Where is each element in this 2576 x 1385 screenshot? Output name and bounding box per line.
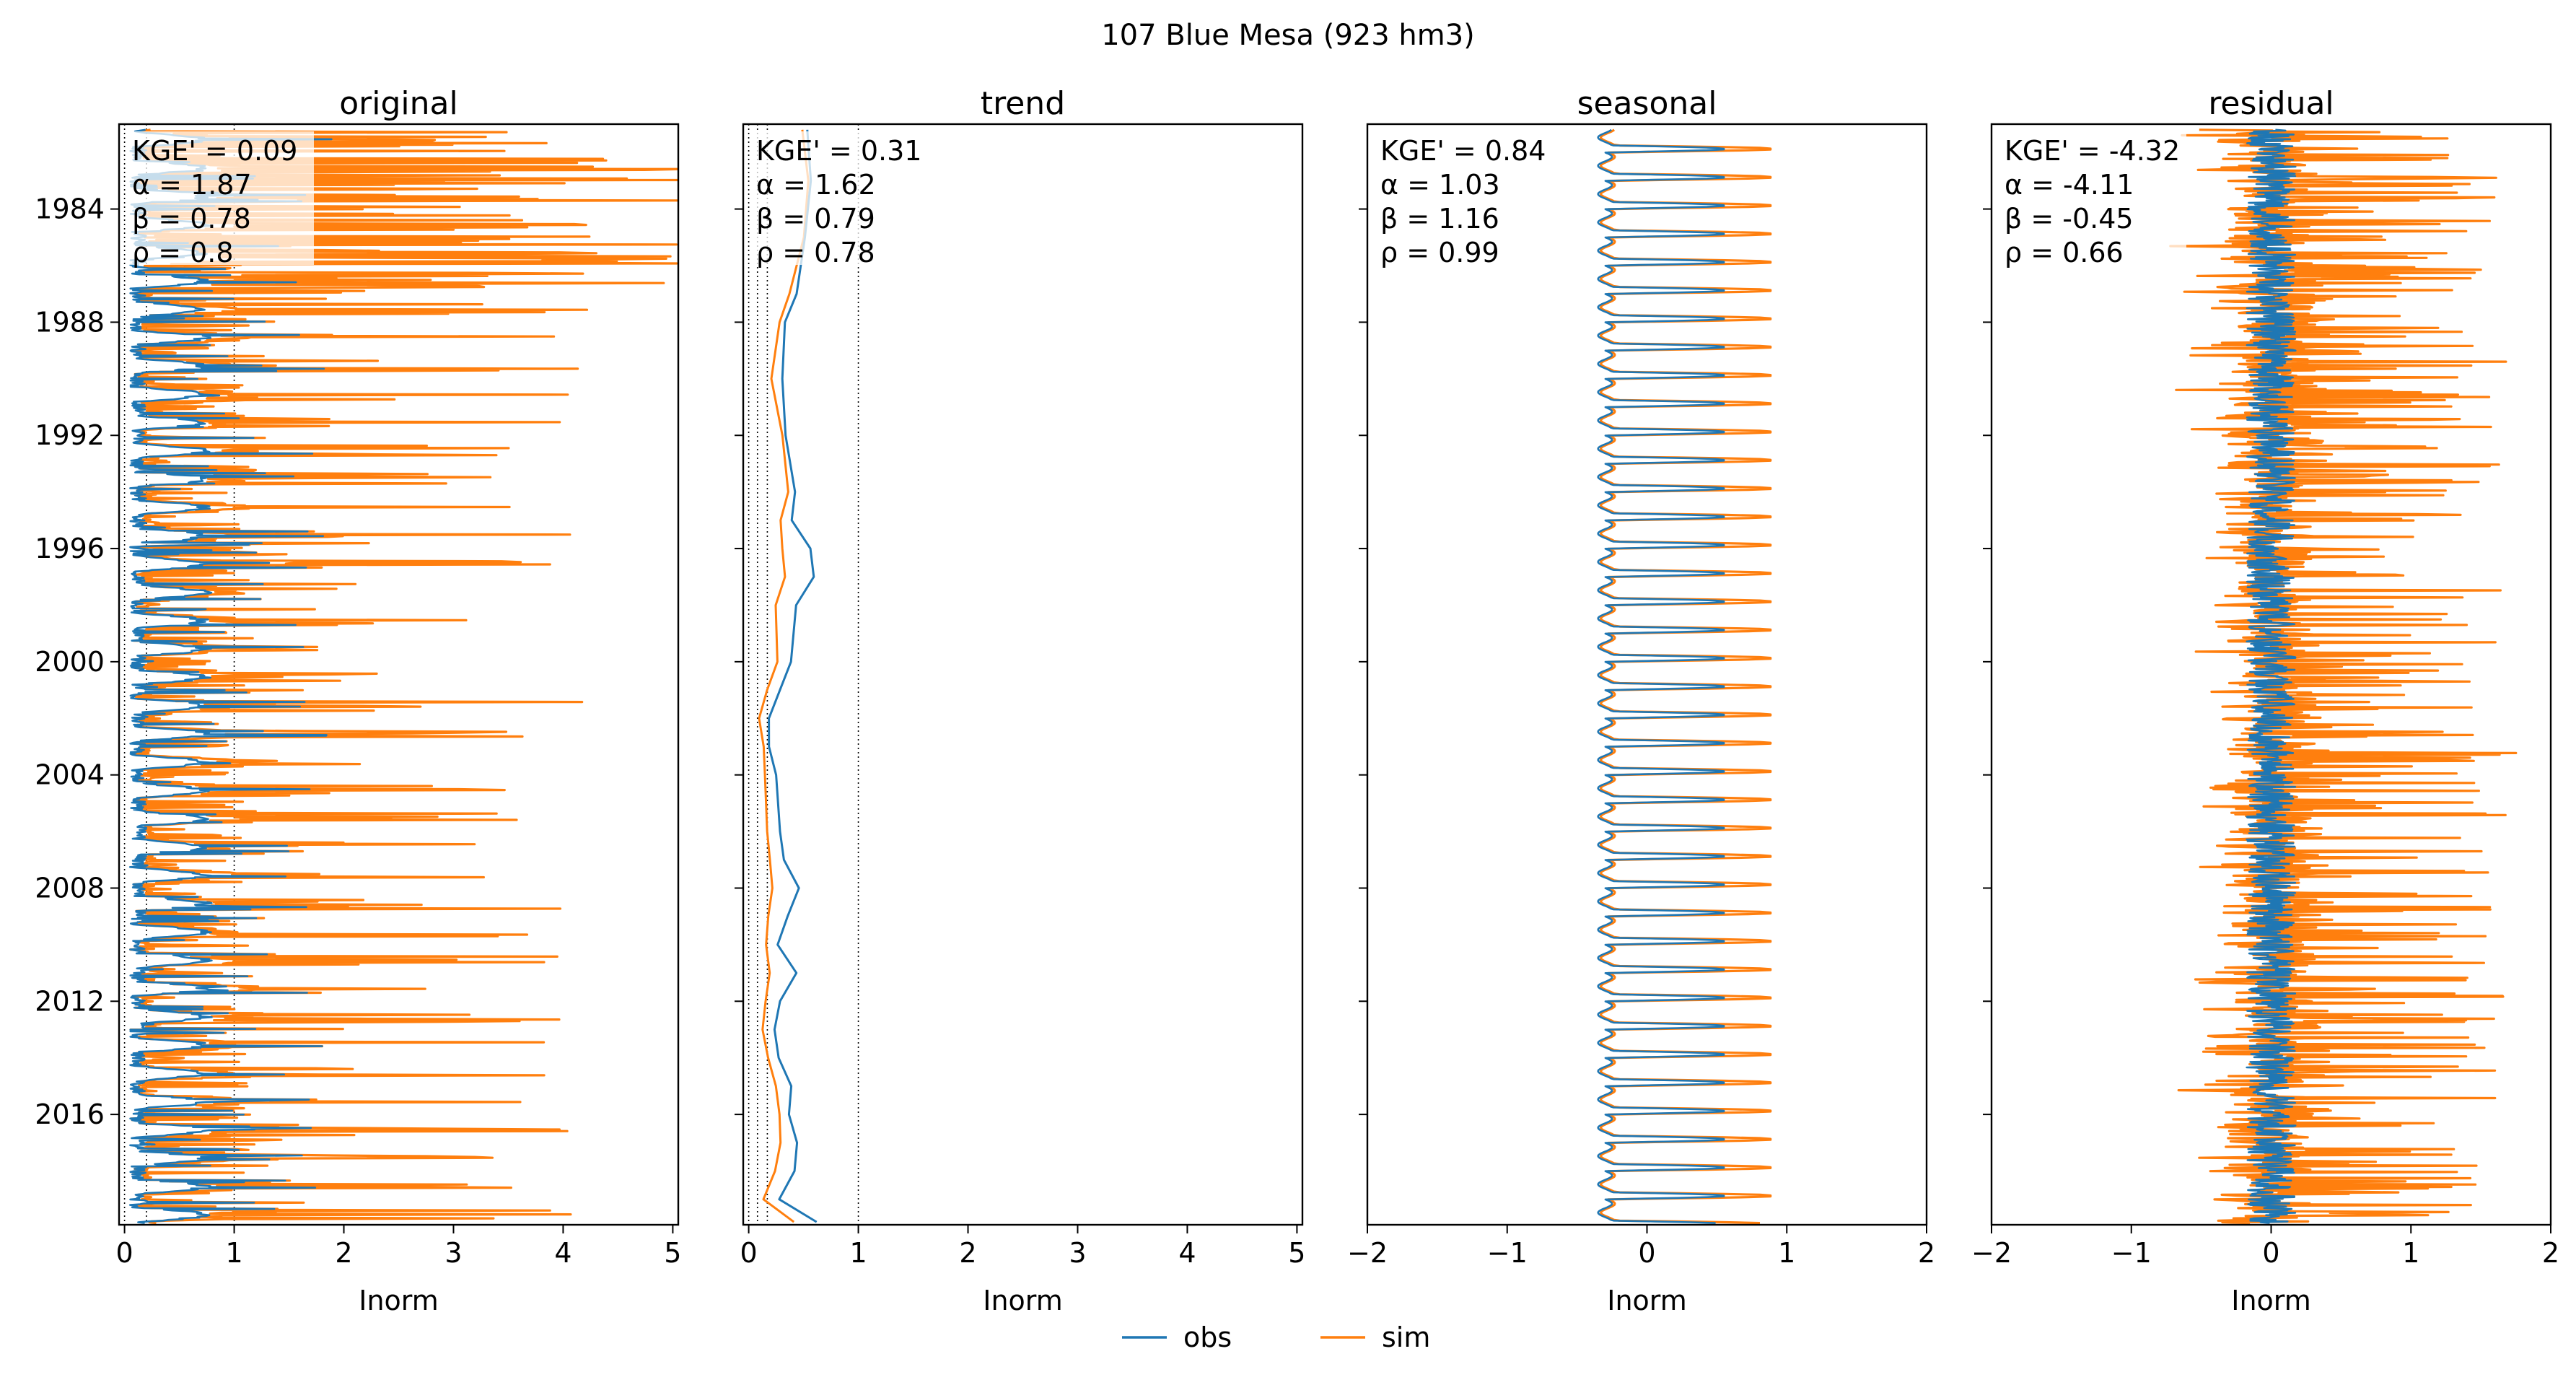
x-tick-label: 4 — [554, 1237, 571, 1269]
stats-box — [1375, 131, 1562, 265]
x-tick-label: −1 — [2111, 1237, 2152, 1269]
x-tick-label: 3 — [444, 1237, 462, 1269]
x-tick-label: 1 — [849, 1237, 867, 1269]
x-tick-label: 5 — [1288, 1237, 1305, 1269]
x-axis-label: Inorm — [2231, 1285, 2311, 1316]
stats-box — [126, 131, 314, 265]
panel-residual: residual Inorm KGE' = -4.32α = -4.11β = -0… — [1971, 85, 2559, 1316]
x-tick-label: 5 — [664, 1237, 681, 1269]
stats-box — [750, 131, 938, 265]
stat-label: α = -4.11 — [2005, 169, 2134, 201]
stats-box — [1999, 131, 2186, 265]
axes-frame — [118, 123, 680, 1226]
stat-label: KGE' = 0.31 — [756, 135, 921, 167]
stat-label: α = 1.03 — [1380, 169, 1500, 201]
y-tick-label: 1984 — [35, 193, 105, 225]
series-line-sim — [758, 129, 810, 1223]
stat-label: β = 0.79 — [756, 203, 875, 235]
x-tick-label: 1 — [225, 1237, 242, 1269]
stat-label: ρ = 0.8 — [132, 237, 234, 268]
stat-label: β = 0.78 — [132, 203, 251, 235]
stat-label: α = 1.62 — [756, 169, 876, 201]
x-tick-label: 2 — [2542, 1237, 2559, 1269]
x-axis-label: Inorm — [983, 1285, 1063, 1316]
series-line-obs — [2246, 128, 2297, 1224]
x-tick-label: −2 — [1971, 1237, 2012, 1269]
y-tick-label: 1992 — [35, 419, 105, 451]
series-line-sim — [2169, 128, 2518, 1225]
plot-area — [748, 124, 859, 1225]
y-tick-label: 2004 — [35, 759, 105, 791]
x-tick-label: 0 — [1638, 1237, 1655, 1269]
x-tick-label: −2 — [1347, 1237, 1388, 1269]
y-tick-label: 2012 — [35, 985, 105, 1017]
series-line-sim — [129, 128, 678, 1225]
y-tick-label: 1988 — [35, 306, 105, 338]
panel-title: trend — [981, 85, 1065, 122]
x-tick-label: 0 — [740, 1237, 758, 1269]
plot-area — [1597, 128, 1772, 1225]
x-tick-label: 3 — [1069, 1237, 1086, 1269]
y-tick-label: 1996 — [35, 533, 105, 564]
plot-area — [2169, 128, 2518, 1225]
x-tick-label: 4 — [1178, 1237, 1196, 1269]
x-tick-label: 1 — [2402, 1237, 2419, 1269]
panel-seasonal: seasonal Inorm KGE' = 0.84α = 1.03β = 1.16… — [1347, 85, 1935, 1316]
panel-title: residual — [2208, 85, 2334, 122]
x-tick-label: 0 — [2262, 1237, 2279, 1269]
panel-trend: trend Inorm KGE' = 0.31α = 1.62β = 0.79ρ =… — [735, 85, 1305, 1316]
stat-label: KGE' = 0.09 — [132, 135, 297, 167]
legend-label-obs: obs — [1183, 1321, 1232, 1353]
stat-label: ρ = 0.78 — [756, 237, 875, 268]
figure-suptitle: 107 Blue Mesa (923 hm3) — [1101, 19, 1475, 52]
y-tick-label: 2016 — [35, 1098, 105, 1130]
stat-label: ρ = 0.99 — [1380, 237, 1499, 268]
x-tick-label: 2 — [959, 1237, 976, 1269]
panel-title: seasonal — [1577, 85, 1717, 122]
x-tick-label: −1 — [1487, 1237, 1528, 1269]
series-line-obs — [128, 128, 333, 1224]
legend: obs sim — [1122, 1321, 1430, 1353]
plot-area — [123, 124, 678, 1225]
panel-original: original Inorm KGE' = 0.09α = 1.87β = 0.78… — [35, 85, 681, 1316]
stat-label: KGE' = 0.84 — [1380, 135, 1546, 167]
x-tick-label: 2 — [1918, 1237, 1935, 1269]
panel-title: original — [339, 85, 457, 122]
stat-label: α = 1.87 — [132, 169, 252, 201]
y-tick-label: 2000 — [35, 646, 105, 678]
y-tick-label: 2008 — [35, 872, 105, 904]
x-tick-label: 0 — [116, 1237, 133, 1269]
stat-label: ρ = 0.66 — [2005, 237, 2124, 268]
legend-label-sim: sim — [1382, 1321, 1430, 1353]
x-axis-label: Inorm — [359, 1285, 439, 1316]
stat-label: KGE' = -4.32 — [2005, 135, 2180, 167]
series-line-obs — [1597, 128, 1725, 1224]
series-line-obs — [768, 129, 818, 1223]
x-axis-label: Inorm — [1607, 1285, 1687, 1316]
stat-label: β = -0.45 — [2005, 203, 2134, 235]
axes-frame — [1366, 123, 1928, 1226]
x-tick-label: 2 — [335, 1237, 352, 1269]
series-line-sim — [1600, 128, 1772, 1225]
stat-label: β = 1.16 — [1380, 203, 1499, 235]
x-tick-label: 1 — [1778, 1237, 1795, 1269]
axes-frame — [742, 123, 1304, 1226]
